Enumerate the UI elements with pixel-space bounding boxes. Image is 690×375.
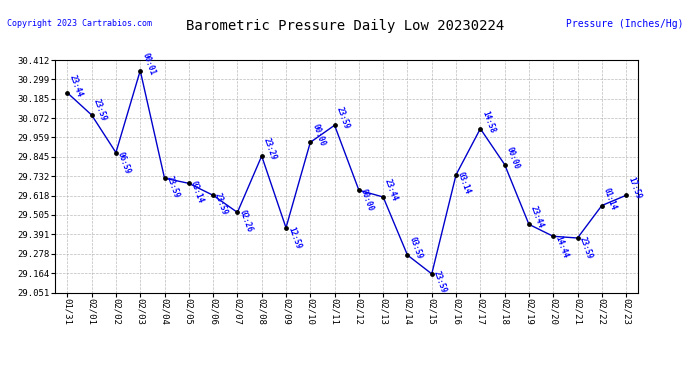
Text: Pressure (Inches/Hg): Pressure (Inches/Hg) (566, 19, 683, 29)
Point (572, 235, 583, 241)
Text: 03:14: 03:14 (456, 171, 473, 196)
Point (451, 172, 462, 178)
Point (110, 150, 121, 156)
Point (159, 175, 170, 181)
Text: 14:58: 14:58 (480, 110, 497, 134)
Text: 06:59: 06:59 (116, 150, 132, 175)
Text: 23:44: 23:44 (383, 178, 400, 203)
Text: 23:44: 23:44 (68, 74, 83, 98)
Point (402, 252, 413, 258)
Text: 23:59: 23:59 (213, 191, 230, 216)
Text: Barometric Pressure Daily Low 20230224: Barometric Pressure Daily Low 20230224 (186, 19, 504, 33)
Text: 23:59: 23:59 (432, 270, 448, 295)
Point (377, 194, 388, 200)
Text: Copyright 2023 Cartrabios.com: Copyright 2023 Cartrabios.com (7, 19, 152, 28)
Text: 00:01: 00:01 (140, 51, 157, 76)
Text: 23:59: 23:59 (335, 106, 351, 131)
Text: 14:44: 14:44 (553, 234, 569, 259)
Text: 03:14: 03:14 (189, 180, 205, 204)
Point (548, 233, 559, 239)
Text: 23:59: 23:59 (164, 174, 181, 199)
Point (184, 180, 195, 186)
Point (86, 112, 97, 118)
Text: 17:59: 17:59 (626, 176, 642, 201)
Point (620, 192, 631, 198)
Point (135, 68, 146, 74)
Text: 23:44: 23:44 (529, 205, 545, 230)
Text: 12:59: 12:59 (286, 226, 302, 251)
Point (499, 162, 510, 168)
Point (256, 153, 267, 159)
Point (353, 187, 364, 193)
Point (208, 192, 219, 198)
Point (232, 209, 243, 215)
Point (524, 221, 535, 227)
Text: 23:29: 23:29 (262, 137, 278, 162)
Text: 23:59: 23:59 (92, 98, 108, 122)
Text: 23:59: 23:59 (578, 236, 594, 261)
Point (475, 126, 486, 132)
Text: 00:00: 00:00 (504, 145, 521, 170)
Text: 02:26: 02:26 (237, 209, 254, 233)
Point (305, 140, 316, 146)
Text: 00:00: 00:00 (310, 123, 326, 148)
Text: 03:59: 03:59 (408, 236, 424, 261)
Text: 00:00: 00:00 (359, 188, 375, 213)
Point (426, 271, 437, 277)
Point (596, 202, 607, 208)
Point (280, 225, 291, 231)
Text: 01:14: 01:14 (602, 186, 618, 211)
Point (62, 90, 73, 96)
Point (329, 122, 340, 128)
